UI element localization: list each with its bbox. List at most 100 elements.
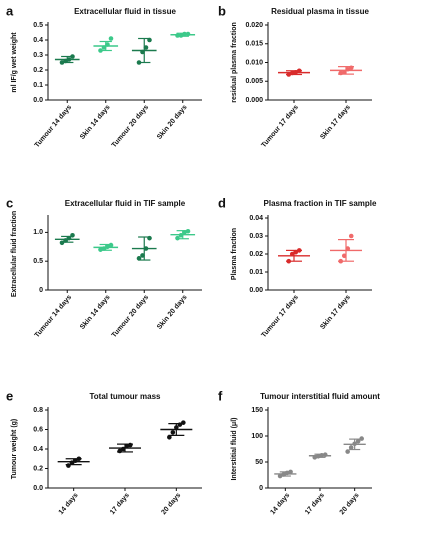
y-tick-label: 100 xyxy=(251,433,263,440)
chart-title: Extracellular fluid in tissue xyxy=(74,7,176,16)
panel-letter: b xyxy=(218,3,226,18)
data-point xyxy=(98,247,103,252)
x-tick-label: Tumour 20 days xyxy=(111,104,151,149)
y-tick-label: 0.005 xyxy=(245,78,263,85)
data-point xyxy=(63,238,68,243)
data-point xyxy=(147,235,152,241)
data-point xyxy=(59,60,65,65)
data-point xyxy=(70,54,75,59)
data-point xyxy=(167,435,172,440)
x-tick-label: Skin 14 days xyxy=(79,104,112,141)
chart-title: Tumour interstitial fluid amount xyxy=(260,392,380,401)
y-tick-label: 0.4 xyxy=(33,37,43,44)
y-tick-label: 150 xyxy=(251,407,263,414)
data-point xyxy=(286,258,292,264)
data-point xyxy=(293,69,299,75)
y-axis-label: residual plasma fraction xyxy=(231,22,238,103)
x-tick-label: 17 days xyxy=(109,492,131,516)
data-point xyxy=(175,235,180,241)
data-point xyxy=(284,470,290,476)
y-tick-label: 0.04 xyxy=(249,215,263,222)
data-point xyxy=(170,430,176,435)
data-point xyxy=(69,460,75,465)
chart-title: Extracellular fluid in TIF sample xyxy=(65,199,186,208)
data-point xyxy=(355,438,361,444)
data-point xyxy=(338,70,344,76)
data-point xyxy=(101,45,107,50)
data-point xyxy=(127,442,133,448)
y-tick-label: 0.5 xyxy=(33,258,43,265)
data-point xyxy=(348,445,354,450)
y-axis-label: ml IF/g wet weight xyxy=(11,32,18,93)
y-tick-label: 0.4 xyxy=(33,446,43,453)
y-tick-label: 0.02 xyxy=(249,251,263,258)
data-point xyxy=(341,69,347,75)
y-axis-label: Tumour weight (g) xyxy=(11,419,18,480)
y-tick-label: 1.0 xyxy=(33,229,43,236)
y-tick-label: 0.8 xyxy=(33,407,43,414)
data-point xyxy=(66,463,71,468)
x-tick-label: 14 days xyxy=(58,492,80,516)
data-point xyxy=(117,448,123,454)
x-tick-label: Tumour 14 days xyxy=(34,104,74,149)
data-point xyxy=(322,452,328,458)
y-tick-label: 0 xyxy=(39,287,43,294)
x-tick-label: Skin 20 days xyxy=(156,104,189,141)
data-point xyxy=(345,246,351,251)
x-tick-label: 17 days xyxy=(304,492,326,516)
x-tick-label: Tumour 17 days xyxy=(260,294,300,339)
data-point xyxy=(140,253,145,258)
data-point xyxy=(120,446,126,452)
data-point xyxy=(101,246,107,251)
data-point xyxy=(143,45,149,50)
data-point xyxy=(182,31,187,37)
y-axis-label: Plasma fraction xyxy=(231,228,238,280)
data-point xyxy=(289,251,295,257)
y-tick-label: 0.2 xyxy=(33,465,43,472)
data-point xyxy=(348,233,354,239)
data-point xyxy=(70,232,75,238)
data-point xyxy=(288,469,293,475)
data-point xyxy=(73,458,78,464)
data-point xyxy=(296,248,302,253)
data-point xyxy=(293,249,299,255)
x-tick-label: Skin 17 days xyxy=(319,294,352,331)
data-point xyxy=(345,66,351,72)
y-axis-label: Interstitial fluid (μl) xyxy=(231,417,238,480)
data-point xyxy=(281,472,286,477)
y-axis-label: Extracellular fluid fraction xyxy=(11,211,18,297)
data-point xyxy=(312,455,318,460)
y-tick-label: 0.2 xyxy=(33,67,43,74)
data-point xyxy=(108,242,114,248)
x-tick-label: Skin 17 days xyxy=(319,104,352,141)
y-tick-label: 0.1 xyxy=(33,82,43,89)
y-tick-label: 0.015 xyxy=(245,41,263,48)
data-point xyxy=(175,33,180,38)
y-tick-label: 0.6 xyxy=(33,426,43,433)
panel-letter: e xyxy=(6,388,13,403)
chart-title: Residual plasma in tissue xyxy=(271,7,369,16)
data-point xyxy=(140,49,145,55)
data-point xyxy=(105,42,110,47)
y-tick-label: 0.5 xyxy=(33,22,43,29)
data-point xyxy=(181,420,186,425)
data-point xyxy=(147,37,152,43)
data-point xyxy=(352,441,357,447)
x-tick-label: Tumour 14 days xyxy=(34,294,74,339)
data-point xyxy=(136,60,142,65)
data-point xyxy=(315,453,321,459)
data-point xyxy=(124,443,130,449)
data-point xyxy=(136,256,142,261)
y-tick-label: 0.03 xyxy=(249,233,263,240)
data-point xyxy=(185,228,191,234)
panel-letter: a xyxy=(6,3,14,18)
data-point xyxy=(76,456,82,462)
data-point xyxy=(338,258,344,264)
data-point xyxy=(63,58,68,64)
y-tick-label: 0.0 xyxy=(33,97,43,104)
x-tick-label: Skin 14 days xyxy=(79,294,112,331)
data-point xyxy=(341,253,347,259)
data-point xyxy=(174,425,179,430)
y-tick-label: 0.00 xyxy=(249,287,263,294)
